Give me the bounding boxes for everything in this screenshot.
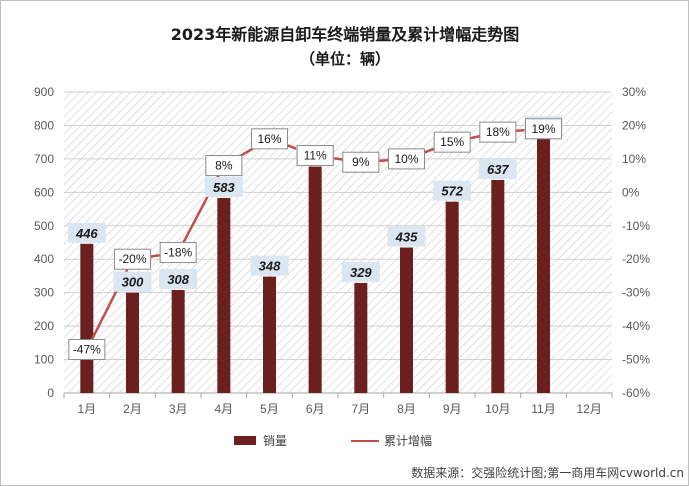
growth-value-label: 16%: [257, 132, 281, 146]
x-tick-label: 12月: [576, 402, 601, 416]
growth-value-label: -47%: [73, 343, 101, 357]
y-right-tick-label: -10%: [622, 219, 650, 233]
bar-value-label-box: [113, 271, 152, 292]
growth-value-label-box: [433, 131, 471, 153]
bar-value-label-box: [341, 261, 380, 282]
x-tick-label: 7月: [351, 402, 370, 416]
bar-value-label: 435: [395, 230, 418, 245]
chart-subtitle: （单位：辆）: [300, 50, 390, 68]
y-left-tick-label: 200: [34, 319, 54, 333]
legend-label-growth: 累计增幅: [384, 433, 432, 448]
x-tick-label: 3月: [169, 402, 188, 416]
growth-value-label-box: [388, 148, 425, 170]
plot-background: [64, 92, 612, 393]
growth-value-label-box: [205, 155, 243, 177]
bar-value-label-box: [250, 255, 289, 276]
y-right-tick-label: -50%: [622, 353, 650, 367]
y-left-tick-label: 400: [34, 252, 54, 266]
x-tick-label: 11月: [531, 402, 555, 416]
growth-value-label: 19%: [531, 122, 555, 136]
bar: [308, 166, 322, 393]
y-left-tick-label: 100: [34, 353, 54, 367]
growth-value-label: -20%: [118, 252, 146, 266]
bar: [491, 179, 505, 393]
bar-value-label: 637: [487, 162, 509, 177]
y-left-tick-label: 600: [34, 185, 54, 199]
x-tick-label: 4月: [214, 402, 233, 416]
bar: [354, 282, 368, 393]
growth-value-label-box: [525, 118, 562, 140]
y-left-tick-label: 900: [34, 85, 54, 99]
bar-value-label: 300: [122, 275, 144, 290]
x-tick-label: 8月: [397, 402, 416, 416]
source-note: 数据来源：交强险统计图;第一商用车网cvworld.cn: [411, 465, 684, 480]
bar-value-label-box: [433, 180, 472, 201]
bar: [217, 198, 231, 393]
bar-value-label: 572: [441, 184, 463, 199]
growth-value-label-box: [342, 151, 380, 173]
bar: [126, 292, 139, 393]
growth-value-label: 8%: [215, 159, 233, 173]
bar: [80, 243, 94, 393]
chart-title: 2023年新能源自卸车终端销量及累计增幅走势图: [171, 25, 520, 44]
y-left-tick-label: 500: [34, 219, 54, 233]
growth-value-label: 10%: [394, 152, 418, 166]
growth-value-label-box: [159, 242, 197, 264]
y-right-tick-label: -30%: [622, 286, 650, 300]
y-right-tick-label: -60%: [622, 386, 650, 400]
bar: [171, 289, 185, 393]
bar-value-label: 308: [167, 272, 189, 287]
growth-value-label: 9%: [352, 155, 370, 169]
y-right-tick-label: -40%: [622, 319, 650, 333]
growth-value-label: 11%: [304, 149, 327, 163]
x-tick-label: 2月: [123, 402, 142, 416]
bar-value-label-box: [478, 158, 517, 179]
bar-value-label-box: [387, 226, 426, 247]
y-left-tick-label: 800: [34, 118, 54, 132]
y-right-tick-label: 30%: [622, 85, 646, 99]
growth-value-label: 18%: [486, 125, 510, 139]
bar: [445, 201, 459, 393]
bar-value-label: 583: [213, 180, 235, 195]
bar: [537, 136, 550, 393]
x-tick-label: 10月: [485, 402, 510, 416]
y-right-tick-label: -20%: [622, 252, 650, 266]
growth-value-label-box: [296, 145, 334, 167]
y-right-tick-label: 10%: [622, 152, 646, 166]
growth-value-label: -18%: [164, 246, 192, 260]
growth-value-label-box: [68, 339, 106, 361]
bar: [400, 247, 413, 393]
bar-value-label: 446: [75, 226, 98, 241]
y-left-tick-label: 700: [34, 152, 54, 166]
x-tick-label: 1月: [77, 402, 96, 416]
y-left-tick-label: 0: [47, 386, 54, 400]
x-tick-label: 6月: [306, 402, 325, 416]
legend-swatch-sales: [234, 436, 256, 445]
growth-value-label-box: [479, 121, 517, 143]
legend-label-sales: 销量: [263, 434, 287, 448]
bar: [263, 276, 276, 393]
bar-value-label: 329: [350, 265, 372, 280]
legend: 销量 累计增幅: [234, 433, 432, 448]
y-right-tick-label: 20%: [622, 118, 646, 132]
x-tick-label: 5月: [260, 402, 279, 416]
growth-value-label-box: [251, 128, 288, 150]
bar-value-label-box: [159, 268, 198, 289]
plot-area: 0 100 200 300 400 500 600 700 800 900 -60% -50% -40%…: [34, 85, 650, 416]
growth-value-label: 15%: [440, 135, 464, 149]
x-tick-label: 9月: [443, 402, 462, 416]
growth-value-label-box: [114, 248, 151, 270]
y-left-tick-label: 300: [34, 286, 54, 300]
bar-value-label-box: [67, 222, 106, 243]
bar-value-label: 348: [259, 259, 281, 274]
y-right-tick-label: 0%: [622, 185, 640, 199]
bar-value-label-box: [204, 177, 243, 198]
